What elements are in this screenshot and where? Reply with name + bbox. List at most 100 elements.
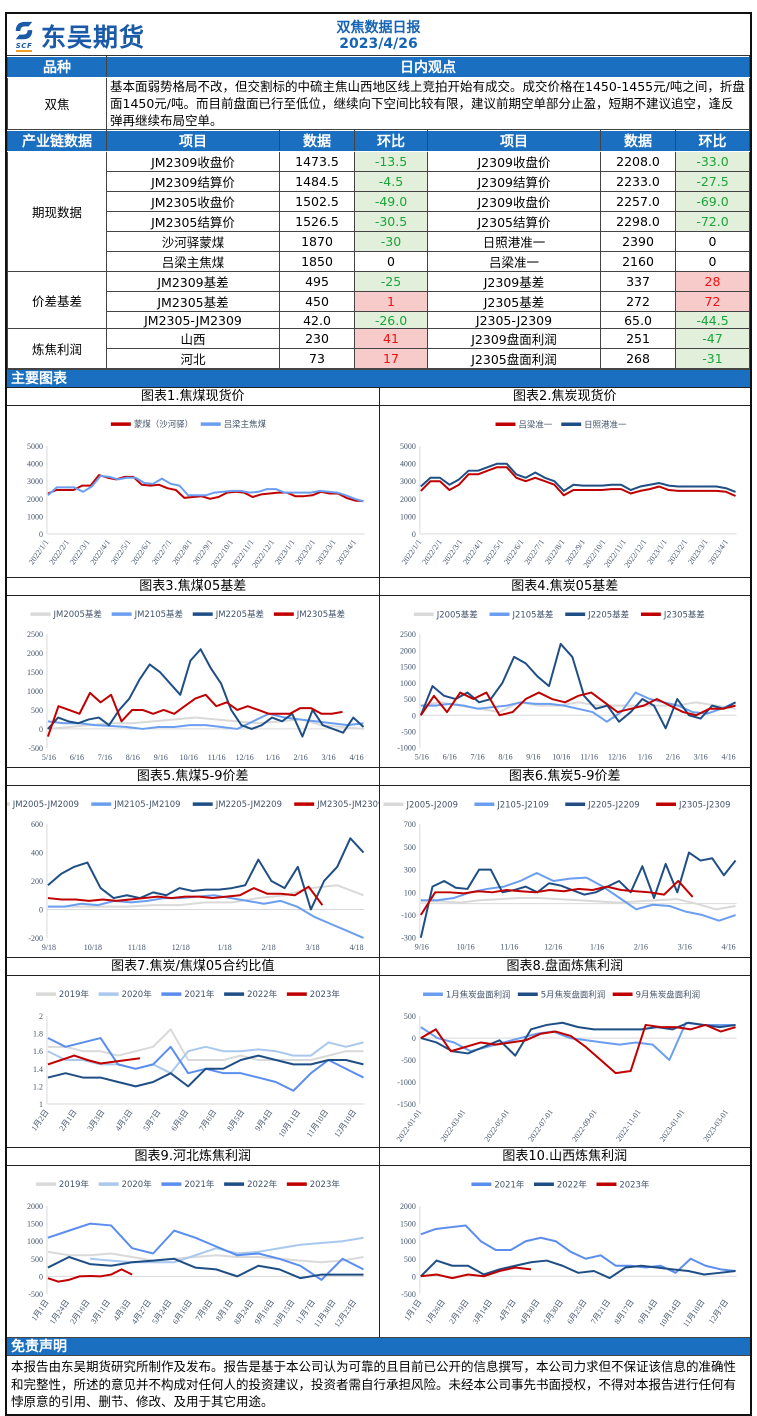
series-line bbox=[419, 851, 736, 939]
y-tick-label: 2000 bbox=[399, 495, 415, 504]
table-row: JM2305收盘价 1502.5 -49.0 J2309收盘价 2257.0 -69.0 bbox=[8, 191, 750, 212]
y-tick-label: 300 bbox=[403, 866, 415, 875]
item-cell: JM2305基差 bbox=[106, 291, 280, 312]
x-tick-label: 10/18 bbox=[84, 943, 102, 952]
x-tick-label: 2023/4/1 bbox=[335, 538, 359, 566]
legend-label: JM2305基差 bbox=[296, 609, 345, 619]
x-tick-label: 4/16 bbox=[349, 753, 363, 762]
change-cell: -33.0 bbox=[675, 151, 750, 172]
x-tick-label: 10月14日 bbox=[657, 1298, 683, 1329]
chart-legend: 蒙煤（沙河驿） 吕梁主焦煤 bbox=[110, 419, 267, 429]
value-cell: 1526.5 bbox=[279, 211, 355, 232]
item-cell: 沙河驿蒙煤 bbox=[106, 231, 280, 252]
chart-title: 图表3.焦煤05基差 bbox=[7, 578, 379, 597]
group-label: 价差基差 bbox=[7, 270, 107, 330]
y-tick-label: 1500 bbox=[27, 1220, 43, 1229]
x-tick-label: 3月11日 bbox=[89, 1298, 112, 1326]
x-tick-label: 2月1日 bbox=[57, 1108, 78, 1133]
series-line bbox=[47, 1028, 364, 1062]
line-chart: 蒙煤（沙河驿） 吕梁主焦煤0100020003000400050002022/1/… bbox=[27, 419, 365, 570]
chart-title: 图表6.焦炭5-9价差 bbox=[379, 768, 750, 787]
value-cell: 495 bbox=[279, 271, 355, 292]
x-tick-label: 1/16 bbox=[266, 753, 280, 762]
series-line bbox=[47, 886, 324, 907]
legend-label: 2019年 bbox=[59, 989, 90, 999]
chart-panel: 图表4.焦炭05基差 J2005基差 J2105基差 J2205基差 J2305基差 -1… bbox=[378, 577, 750, 768]
value-cell: 337 bbox=[600, 271, 676, 292]
table-header: 环比 bbox=[675, 130, 750, 152]
series-line bbox=[420, 872, 736, 923]
x-tick-label: 8/16 bbox=[126, 753, 140, 762]
view-text: 基本面弱势格局不改，但交割标的中硫主焦山西地区线上竞拍开始有成交。成交价格在14… bbox=[106, 77, 750, 130]
chart-title: 图表5.焦煤5-9价差 bbox=[7, 768, 379, 787]
line-chart: 吕梁准一 日照港准一0100020003000400050002022/1/120… bbox=[399, 420, 737, 570]
series-line bbox=[47, 474, 364, 503]
series-line bbox=[419, 1259, 736, 1280]
y-tick-label: 2000 bbox=[27, 1202, 43, 1211]
x-tick-label: 5月30日 bbox=[541, 1298, 564, 1326]
change-cell: 0 bbox=[354, 251, 428, 272]
chart-legend: 2019年 2020年 2021年 2022年 2023年 bbox=[35, 989, 340, 999]
value-cell: 272 bbox=[600, 291, 676, 312]
change-cell: 28 bbox=[675, 271, 750, 292]
series-line bbox=[419, 463, 736, 494]
legend-label: JM2005-JM2009 bbox=[12, 799, 79, 809]
x-tick-label: 3/16 bbox=[321, 753, 335, 762]
series-line bbox=[47, 475, 364, 503]
x-tick-label: 7/16 bbox=[98, 753, 112, 762]
legend-label: J2105-J2109 bbox=[496, 800, 549, 810]
x-tick-label: 12月7日 bbox=[706, 1298, 729, 1326]
charts-section-title: 主要图表 bbox=[7, 369, 750, 388]
series-line bbox=[419, 466, 736, 498]
charts-grid: 图表1.焦煤现货价 蒙煤（沙河驿） 吕梁主焦煤 0 1000 2000 3000 4000 50… bbox=[7, 387, 750, 1338]
legend-label: JM2105基差 bbox=[134, 609, 183, 619]
x-tick-label: 7月9日 bbox=[194, 1298, 215, 1323]
y-tick-label: 1000 bbox=[399, 679, 415, 688]
change-cell: -13.5 bbox=[354, 151, 428, 172]
x-tick-label: 7月21日 bbox=[588, 1298, 611, 1326]
series-line bbox=[47, 837, 365, 911]
y-tick-label: 500 bbox=[31, 1255, 43, 1264]
chart-panel: 图表9.河北炼焦利润 2019年 2020年 2021年 2022年 2023年 -500 0… bbox=[7, 1147, 379, 1337]
y-tick-label: 500 bbox=[31, 706, 43, 715]
change-cell: 0 bbox=[675, 231, 750, 252]
y-tick-label: -500 bbox=[401, 1290, 416, 1299]
legend-label: 9月焦炭盘面利润 bbox=[635, 990, 700, 1000]
item-cell: J2309基差 bbox=[427, 271, 601, 292]
x-tick-label: 10/16 bbox=[456, 943, 474, 952]
legend-label: 2019年 bbox=[59, 1179, 90, 1189]
x-tick-label: 8月5日 bbox=[225, 1108, 246, 1133]
y-tick-label: 0 bbox=[39, 530, 43, 539]
value-cell: 2257.0 bbox=[600, 191, 676, 212]
y-tick-label: 1.2 bbox=[33, 1083, 43, 1092]
legend-label: 2021年 bbox=[184, 989, 215, 999]
legend-label: 2022年 bbox=[247, 989, 278, 999]
change-cell: -27.5 bbox=[675, 171, 750, 192]
x-tick-label: 6月16日 bbox=[171, 1298, 194, 1326]
chart-legend: 1月焦炭盘面利润 5月焦炭盘面利润 9月焦炭盘面利润 bbox=[422, 990, 700, 1000]
y-tick-label: 1500 bbox=[399, 1220, 415, 1229]
table-row: JM2305基差 450 1 J2305基差 272 72 bbox=[8, 291, 750, 312]
series-line bbox=[47, 692, 343, 738]
legend-label: JM2105-JM2109 bbox=[113, 799, 180, 809]
item-cell: JM2305收盘价 bbox=[106, 191, 280, 212]
item-cell: J2305基差 bbox=[427, 291, 601, 312]
item-cell: JM2309基差 bbox=[106, 271, 280, 292]
view-table: 品种 日内观点 双焦 基本面弱势格局不改，但交割标的中硫主焦山西地区线上竞拍开始有成… bbox=[7, 56, 750, 130]
value-cell: 1870 bbox=[279, 231, 355, 252]
x-tick-label: 10/16 bbox=[180, 753, 198, 762]
y-tick-label: 1000 bbox=[27, 1238, 43, 1247]
y-tick-label: -500 bbox=[401, 728, 416, 737]
series-line bbox=[420, 1022, 736, 1058]
y-tick-label: 2500 bbox=[399, 631, 415, 640]
x-tick-label: 2/16 bbox=[633, 943, 647, 952]
y-tick-label: 3000 bbox=[27, 478, 43, 487]
x-tick-label: 5/16 bbox=[414, 753, 428, 762]
x-tick-label: 2023-01-01 bbox=[657, 1108, 686, 1144]
table-row: 价差基差 JM2309基差 495 -25 J2309基差 337 28 bbox=[7, 270, 750, 330]
x-tick-label: 6/16 bbox=[70, 753, 84, 762]
item-cell: J2305盘面利润 bbox=[427, 348, 601, 370]
value-cell: 230 bbox=[279, 328, 355, 350]
x-tick-label: 4/18 bbox=[349, 943, 363, 952]
line-chart: 1月焦炭盘面利润 5月焦炭盘面利润 9月焦炭盘面利润 -1500 -1000 -500 0 5… bbox=[394, 990, 737, 1144]
